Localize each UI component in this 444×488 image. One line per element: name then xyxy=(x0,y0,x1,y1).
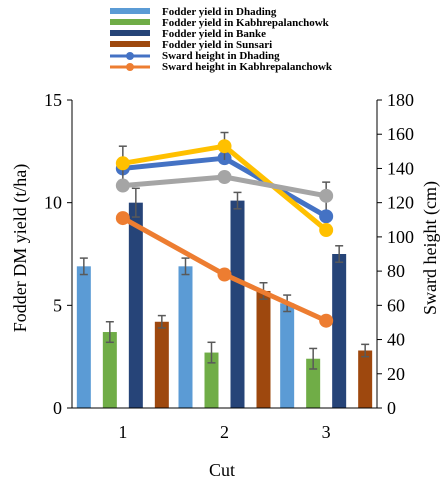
series-point xyxy=(115,156,130,171)
x-tick-label: 1 xyxy=(118,422,127,442)
bar xyxy=(102,332,117,408)
bar xyxy=(76,266,91,408)
bar xyxy=(154,321,169,408)
y2-tick-label: 100 xyxy=(387,227,414,247)
y2-tick-label: 160 xyxy=(387,124,414,144)
bar xyxy=(204,352,219,408)
x-tick-label: 2 xyxy=(220,422,229,442)
series-point xyxy=(217,139,232,154)
y-tick-label: 15 xyxy=(44,90,62,110)
bar xyxy=(280,303,295,408)
series-point xyxy=(217,170,232,184)
legend-label: Sward height in Dhading xyxy=(162,50,280,62)
y-tick-label: 5 xyxy=(53,295,62,315)
bar xyxy=(256,290,271,408)
series-point xyxy=(115,178,130,193)
axes xyxy=(71,100,378,409)
series-point xyxy=(319,188,334,203)
series-point xyxy=(319,223,334,238)
y2-tick-label: 60 xyxy=(387,295,405,315)
y2-tick-label: 0 xyxy=(387,398,396,418)
legend-swatch xyxy=(110,19,150,25)
y2-tick-label: 40 xyxy=(387,330,405,350)
y2-tick-label: 80 xyxy=(387,261,405,281)
bar xyxy=(230,200,245,408)
x-tick-label: 3 xyxy=(322,422,331,442)
bar-layer xyxy=(76,187,373,408)
y-tick-label: 0 xyxy=(53,398,62,418)
legend-label: Sward height in Kabhrepalanchowk xyxy=(162,61,333,73)
series-point xyxy=(319,313,334,328)
bar xyxy=(178,266,193,408)
bar xyxy=(358,350,373,408)
y2-axis-title: Sward height (cm) xyxy=(420,181,441,315)
y-tick-label: 10 xyxy=(44,193,62,213)
legend-label: Fodder yield in Dhading xyxy=(162,6,277,18)
legend-swatch xyxy=(110,30,150,36)
series-point xyxy=(217,267,232,282)
bar xyxy=(332,254,347,408)
y-axis-title: Fodder DM yield (t/ha) xyxy=(10,164,31,332)
series-point xyxy=(319,209,334,224)
bar xyxy=(128,202,143,408)
legend-label: Fodder yield in Sunsari xyxy=(162,39,272,51)
y2-tick-label: 180 xyxy=(387,90,414,110)
y2-tick-label: 120 xyxy=(387,193,414,213)
y2-tick-label: 20 xyxy=(387,364,405,384)
legend-label: Fodder yield in Kabhrepalanchowk xyxy=(162,17,330,29)
legend-marker xyxy=(126,52,134,60)
legend-swatch xyxy=(110,41,150,47)
series-point xyxy=(115,211,130,226)
legend-marker xyxy=(126,63,134,71)
x-axis-title: Cut xyxy=(209,460,235,480)
tick-layer: 0 5 10 15 0 20 40 60 80 100 120 140 160 180 1 2 3 xyxy=(44,90,414,442)
legend-swatch xyxy=(110,8,150,14)
line-layer xyxy=(115,131,334,328)
bar xyxy=(306,358,321,408)
y2-tick-label: 140 xyxy=(387,158,414,178)
legend-label: Fodder yield in Banke xyxy=(162,28,266,40)
